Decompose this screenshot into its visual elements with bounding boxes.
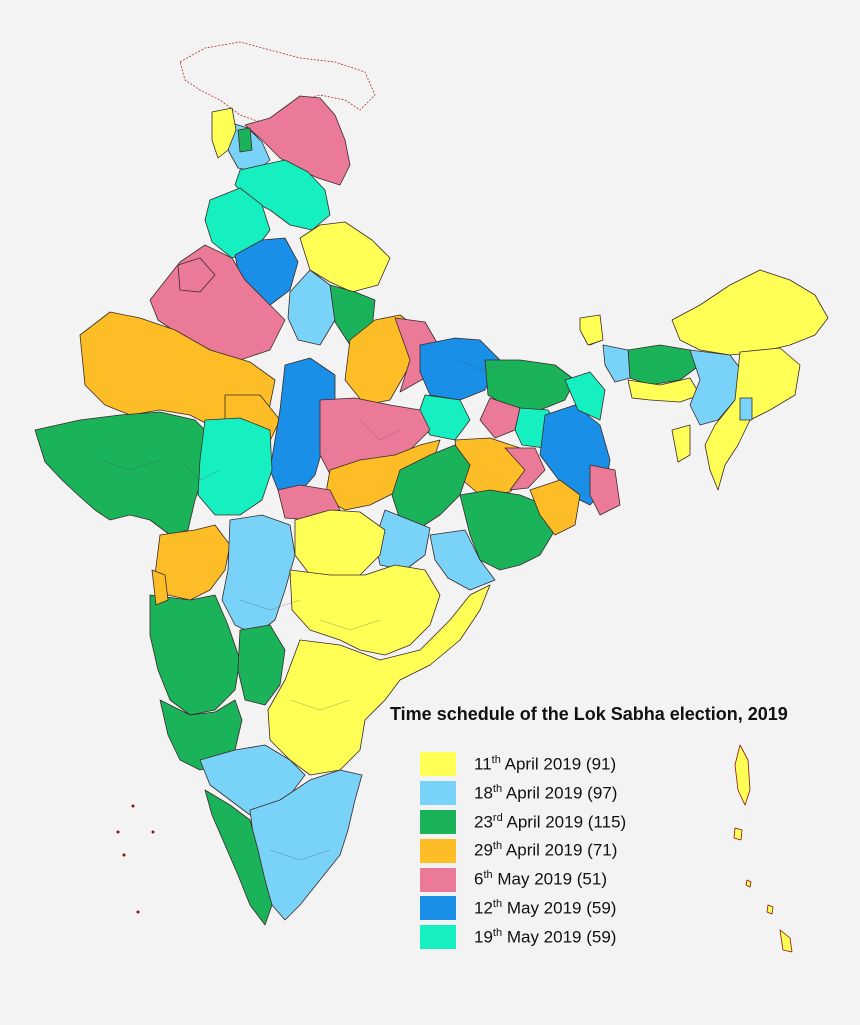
- legend-item: 19th May 2019 (59): [420, 923, 626, 952]
- region-maha-light: [221, 514, 296, 636]
- legend-item: 29th April 2019 (71): [420, 836, 626, 865]
- region-mizoram-light: [739, 397, 753, 421]
- legend-swatch: [420, 896, 456, 921]
- region-odisha-green: [459, 489, 556, 571]
- region-ne-gap: [602, 344, 631, 383]
- legend-label: 18th April 2019 (97): [474, 782, 618, 803]
- legend-label: 23rd April 2019 (115): [474, 811, 627, 832]
- region-wb-north: [564, 371, 606, 421]
- legend-label: 11th April 2019 (91): [474, 754, 617, 774]
- kashmir-outline: [179, 41, 376, 123]
- map-title: Time schedule of the Lok Sabha election,…: [390, 704, 788, 724]
- region-assam-light: [689, 349, 746, 426]
- region-assam-green: [627, 344, 701, 386]
- legend-swatch: [420, 925, 456, 950]
- legend-label: 19th May 2019 (59): [474, 926, 617, 947]
- legend-item: 18th April 2019 (97): [420, 779, 626, 808]
- region-maha-yellow-n: [294, 509, 386, 581]
- region-jharkhand-pink: [504, 447, 546, 491]
- region-ne-yellow-top: [579, 314, 604, 346]
- region-nicobar-3: [745, 879, 752, 888]
- region-gujarat: [34, 411, 216, 536]
- legend-swatch: [420, 838, 456, 863]
- legend-swatch: [420, 781, 456, 806]
- region-andaman: [734, 744, 751, 806]
- region-rajasthan-pink-n: [177, 257, 216, 293]
- region-odisha-orange: [529, 479, 581, 536]
- region-ap: [267, 584, 491, 776]
- region-arunachal: [671, 269, 829, 356]
- region-goa: [151, 569, 169, 606]
- legend-item: 11th April 2019 (91): [420, 750, 626, 779]
- region-mp-blue: [269, 357, 336, 493]
- region-bihar-pink: [479, 397, 521, 439]
- legend-label: 6th May 2019 (51): [474, 869, 607, 889]
- legend-swatch: [420, 752, 456, 777]
- region-ne-yellow: [704, 347, 801, 491]
- region-up-light: [287, 269, 336, 346]
- region-telangana: [289, 564, 441, 656]
- region-assam-yellow: [627, 377, 701, 403]
- region-jk-yellow: [211, 107, 237, 159]
- region-maha-green: [149, 594, 241, 716]
- legend-label: 12th May 2019 (59): [474, 898, 617, 918]
- lakshadweep-islands: [116, 804, 155, 914]
- region-chhattisgarh: [391, 444, 471, 529]
- legend: 11th April 2019 (91) 18th April 2019 (97)…: [420, 750, 626, 952]
- region-nicobar: [779, 929, 793, 953]
- region-odisha-light: [429, 529, 496, 591]
- region-tripura: [671, 424, 691, 463]
- legend-swatch: [420, 809, 456, 834]
- region-up-west: [299, 221, 391, 293]
- region-up-blue: [419, 337, 501, 401]
- region-ladakh: [244, 95, 351, 186]
- region-mp-teal: [197, 417, 273, 516]
- region-nicobar-2: [766, 904, 774, 915]
- region-bihar: [484, 359, 576, 411]
- legend-item: 6th May 2019 (51): [420, 865, 626, 894]
- region-maha-green-e: [237, 624, 286, 706]
- region-kerala: [204, 789, 273, 926]
- region-jk-green: [237, 127, 253, 153]
- region-andaman-2: [733, 827, 743, 841]
- legend-label: 29th April 2019 (71): [474, 840, 618, 861]
- legend-swatch: [420, 867, 456, 892]
- legend-item: 23rd April 2019 (115): [420, 808, 626, 837]
- legend-item: 12th May 2019 (59): [420, 894, 626, 923]
- region-wb-south: [589, 464, 621, 516]
